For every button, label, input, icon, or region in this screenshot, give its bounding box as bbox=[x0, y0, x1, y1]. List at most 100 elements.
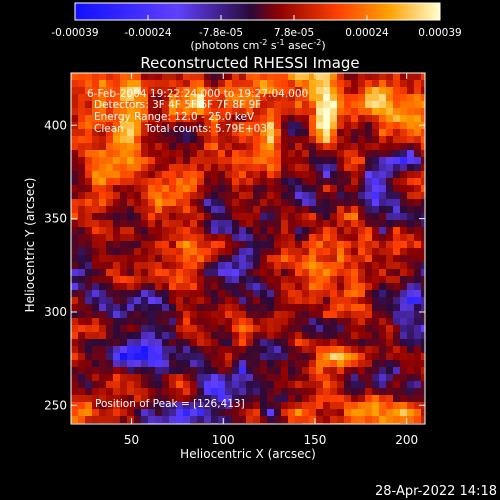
heatmap-cell bbox=[190, 374, 197, 381]
heatmap-cell bbox=[162, 115, 169, 122]
heatmap-cell bbox=[274, 115, 281, 122]
heatmap-cell bbox=[155, 346, 162, 353]
heatmap-cell bbox=[330, 115, 337, 122]
heatmap-cell bbox=[232, 388, 239, 395]
heatmap-cell bbox=[99, 283, 106, 290]
heatmap-cell bbox=[379, 199, 386, 206]
heatmap-cell bbox=[71, 199, 78, 206]
heatmap-cell bbox=[225, 248, 232, 255]
heatmap-cell bbox=[267, 108, 274, 115]
heatmap-cell bbox=[267, 227, 274, 234]
heatmap-cell bbox=[120, 122, 127, 129]
heatmap-cell bbox=[204, 129, 211, 136]
heatmap-cell bbox=[267, 311, 274, 318]
heatmap-cell bbox=[211, 381, 218, 388]
heatmap-cell bbox=[288, 304, 295, 311]
heatmap-cell bbox=[309, 304, 316, 311]
heatmap-cell bbox=[204, 339, 211, 346]
heatmap-cell bbox=[330, 129, 337, 136]
heatmap-cell bbox=[421, 325, 425, 332]
heatmap-cell bbox=[365, 381, 372, 388]
heatmap-cell bbox=[141, 185, 148, 192]
heatmap-cell bbox=[260, 157, 267, 164]
heatmap-cell bbox=[204, 318, 211, 325]
heatmap-cell bbox=[183, 199, 190, 206]
heatmap-cell bbox=[365, 87, 372, 94]
heatmap-cell bbox=[386, 283, 393, 290]
heatmap-cell bbox=[211, 213, 218, 220]
heatmap-cell bbox=[267, 248, 274, 255]
heatmap-cell bbox=[162, 94, 169, 101]
heatmap-cell bbox=[351, 192, 358, 199]
heatmap-cell bbox=[421, 276, 425, 283]
heatmap-cell bbox=[92, 199, 99, 206]
heatmap-cell bbox=[239, 129, 246, 136]
heatmap-cell bbox=[190, 367, 197, 374]
heatmap-cell bbox=[162, 122, 169, 129]
heatmap-cell bbox=[372, 241, 379, 248]
heatmap-cell bbox=[71, 94, 78, 101]
heatmap-cell bbox=[351, 164, 358, 171]
heatmap-cell bbox=[400, 367, 407, 374]
heatmap-cell bbox=[323, 206, 330, 213]
heatmap-cell bbox=[323, 101, 330, 108]
footer-timestamp: 28-Apr-2022 14:18 bbox=[375, 484, 497, 499]
heatmap-cell bbox=[295, 318, 302, 325]
heatmap-cell bbox=[309, 283, 316, 290]
heatmap-cell bbox=[330, 283, 337, 290]
heatmap-cell bbox=[239, 297, 246, 304]
heatmap-cell bbox=[288, 206, 295, 213]
heatmap-cell bbox=[358, 332, 365, 339]
heatmap-cell bbox=[134, 206, 141, 213]
heatmap-cell bbox=[246, 325, 253, 332]
heatmap-cell bbox=[190, 304, 197, 311]
heatmap-cell bbox=[393, 171, 400, 178]
heatmap-cell bbox=[99, 157, 106, 164]
heatmap-cell bbox=[365, 318, 372, 325]
heatmap-cell bbox=[323, 374, 330, 381]
heatmap-cell bbox=[379, 206, 386, 213]
heatmap-cell bbox=[190, 150, 197, 157]
heatmap-cell bbox=[246, 199, 253, 206]
heatmap-cell bbox=[106, 87, 113, 94]
heatmap-cell bbox=[393, 276, 400, 283]
heatmap-cell bbox=[295, 108, 302, 115]
heatmap-cell bbox=[302, 185, 309, 192]
heatmap-cell bbox=[351, 388, 358, 395]
x-axis-label: Heliocentric X (arcsec) bbox=[180, 447, 316, 461]
heatmap-cell bbox=[365, 185, 372, 192]
heatmap-cell bbox=[379, 353, 386, 360]
heatmap-cell bbox=[225, 185, 232, 192]
heatmap-cell bbox=[316, 213, 323, 220]
heatmap-cell bbox=[232, 311, 239, 318]
heatmap-cell bbox=[260, 283, 267, 290]
heatmap-cell bbox=[323, 276, 330, 283]
heatmap-cell bbox=[316, 248, 323, 255]
heatmap-cell bbox=[127, 129, 134, 136]
heatmap-cell bbox=[190, 73, 197, 80]
heatmap-cell bbox=[351, 101, 358, 108]
heatmap-cell bbox=[295, 122, 302, 129]
heatmap-cell bbox=[162, 381, 169, 388]
heatmap-cell bbox=[344, 248, 351, 255]
heatmap-cell bbox=[253, 143, 260, 150]
heatmap-cell bbox=[323, 269, 330, 276]
heatmap-cell bbox=[134, 234, 141, 241]
heatmap-cell bbox=[386, 360, 393, 367]
heatmap-cell bbox=[232, 73, 239, 80]
heatmap-cell bbox=[99, 290, 106, 297]
heatmap-cell bbox=[421, 150, 425, 157]
heatmap-cell bbox=[225, 143, 232, 150]
heatmap-cell bbox=[421, 339, 425, 346]
heatmap-cell bbox=[393, 108, 400, 115]
heatmap-cell bbox=[127, 73, 134, 80]
heatmap-cell bbox=[190, 241, 197, 248]
heatmap-cell bbox=[323, 115, 330, 122]
heatmap-cell bbox=[379, 276, 386, 283]
heatmap-cell bbox=[344, 241, 351, 248]
heatmap-cell bbox=[281, 80, 288, 87]
heatmap-cell bbox=[372, 73, 379, 80]
heatmap-cell bbox=[379, 381, 386, 388]
x-tick-label: 50 bbox=[124, 433, 139, 447]
heatmap-cell bbox=[337, 297, 344, 304]
